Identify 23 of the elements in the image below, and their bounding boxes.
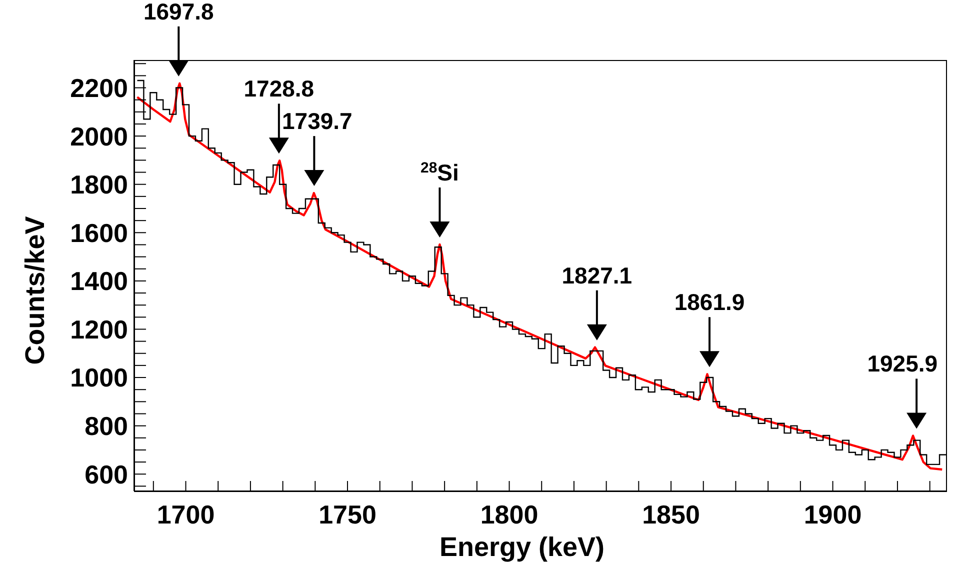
x-tick-label: 1850 xyxy=(642,499,700,530)
y-tick-label: 1000 xyxy=(70,362,128,393)
y-tick-label: 2000 xyxy=(70,121,128,152)
annotation: 1925.9 xyxy=(867,350,938,377)
annotation: $^{28}$Si xyxy=(420,158,459,186)
x-tick-label: 1700 xyxy=(156,499,215,530)
annotation: 1861.9 xyxy=(674,289,745,316)
annotation: 1697.8 xyxy=(143,0,214,24)
annotation: 1739.7 xyxy=(282,108,352,134)
y-axis-title: Counts/keV xyxy=(20,216,50,365)
y-tick-label: 2200 xyxy=(70,73,128,103)
y-tick-label: 1600 xyxy=(70,218,128,248)
x-tick-label: 1900 xyxy=(804,499,862,530)
y-tick-label: 800 xyxy=(84,411,128,442)
y-tick-label: 600 xyxy=(84,459,128,490)
annotation: 1827.1 xyxy=(562,262,632,288)
y-tick-label: 1200 xyxy=(70,314,128,344)
x-tick-label: 1800 xyxy=(480,499,538,530)
y-tick-label: 1400 xyxy=(70,266,128,296)
y-tick-label: 1800 xyxy=(70,170,128,200)
x-axis-title: Energy (keV) xyxy=(439,532,605,562)
x-tick-label: 1750 xyxy=(318,499,376,530)
annotation: 1728.8 xyxy=(244,76,314,102)
